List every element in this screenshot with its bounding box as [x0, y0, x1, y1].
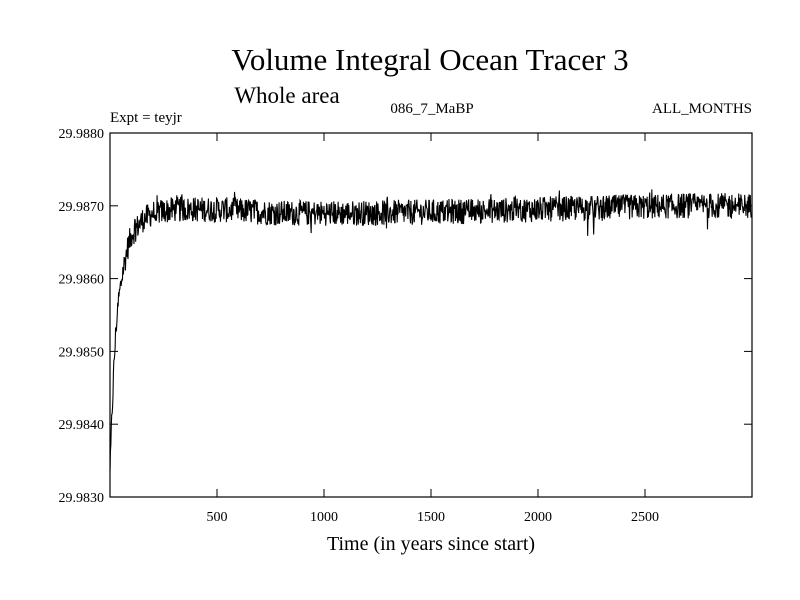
y-tick-label: 29.9830	[59, 491, 105, 506]
y-tick-label: 29.9850	[59, 345, 105, 360]
x-tick-label: 1500	[417, 510, 445, 525]
plot-frame	[109, 132, 753, 498]
y-tick-label: 29.9840	[59, 418, 105, 433]
experiment-label: Expt = teyjr	[110, 110, 182, 126]
x-tick-label: 2000	[524, 510, 552, 525]
chart-title: Volume Integral Ocean Tracer 3	[231, 42, 628, 77]
y-tick-label: 29.9880	[59, 127, 105, 142]
x-axis-label: Time (in years since start)	[327, 533, 535, 555]
y-tick-label: 29.9870	[59, 200, 105, 215]
series-line	[109, 189, 753, 472]
chart-subtitle: Whole area	[234, 83, 339, 108]
months-label: ALL_MONTHS	[652, 101, 752, 117]
x-tick-label: 500	[207, 510, 228, 525]
run-id-label: 086_7_MaBP	[390, 101, 473, 117]
x-tick-label: 2500	[631, 510, 659, 525]
x-tick-label: 1000	[310, 510, 338, 525]
x-axis: 500 1000 1500 2000 2500	[207, 133, 659, 525]
y-tick-label: 29.9860	[59, 273, 105, 288]
y-axis: 29.9830 29.9840 29.9850 29.9860 29.9870 29.98…	[59, 127, 752, 506]
series-group	[109, 189, 753, 472]
